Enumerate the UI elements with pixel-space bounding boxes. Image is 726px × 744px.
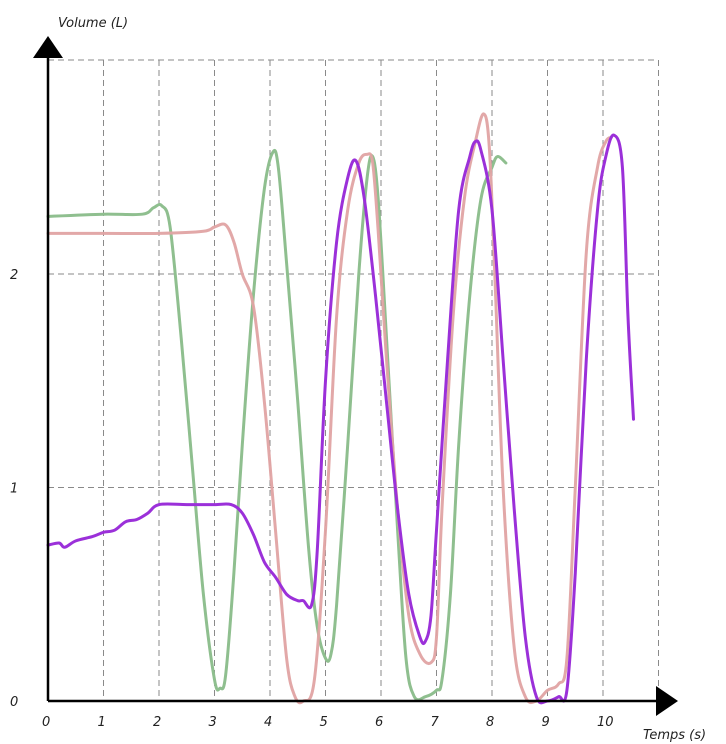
x-tick-label: 6 [375, 715, 383, 730]
x-tick-label: 4 [264, 715, 272, 730]
y-tick-label: 2 [10, 268, 18, 283]
y-tick-label: 1 [10, 482, 18, 497]
x-tick-label: 5 [320, 715, 328, 730]
x-tick-label: 10 [597, 715, 614, 730]
series-line-1 [46, 149, 508, 702]
tick-labels: 0 1 2 3 4 5 6 7 8 9 10 0 1 2 [10, 268, 614, 730]
x-tick-label: 3 [209, 715, 217, 730]
grid [48, 59, 659, 701]
y-axis-arrow-icon [33, 36, 63, 58]
series-line-2 [46, 112, 613, 705]
x-axis-label: Temps (s) [643, 728, 706, 743]
x-tick-label: 1 [98, 715, 106, 730]
x-tick-label: 8 [486, 715, 494, 730]
x-axis-arrow-icon [656, 686, 678, 716]
x-tick-label: 9 [542, 715, 550, 730]
series-layer [46, 112, 635, 705]
x-tick-label: 2 [153, 715, 161, 730]
series-line-3 [46, 133, 635, 705]
y-tick-label: 0 [10, 695, 18, 710]
x-tick-label: 0 [42, 715, 50, 730]
y-axis-label: Volume (L) [58, 16, 128, 31]
x-tick-label: 7 [431, 715, 440, 730]
axes [33, 36, 678, 716]
